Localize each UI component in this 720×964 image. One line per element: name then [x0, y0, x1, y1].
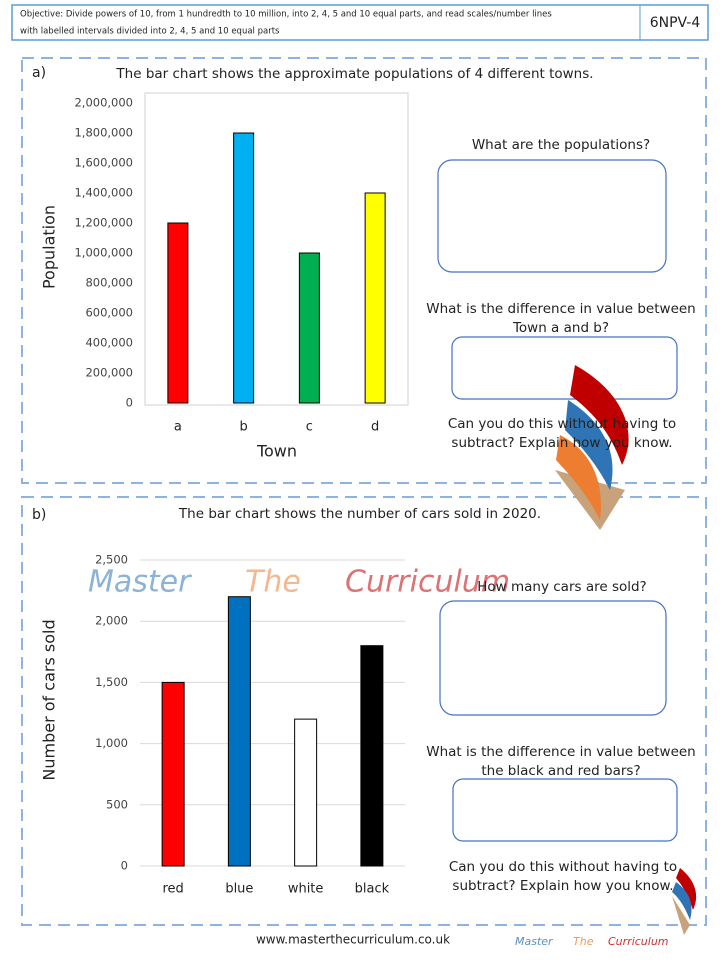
logo-stripe [565, 400, 613, 490]
footer-url: www.masterthecurriculum.co.uk [256, 933, 450, 947]
y-tick-label: 2,000,000 [74, 96, 133, 110]
bar [233, 132, 255, 404]
section-box [21, 57, 707, 484]
y-tick-label: 1,200,000 [74, 216, 133, 230]
logo-stripe [570, 365, 629, 465]
question: the black and red bars? [481, 763, 640, 779]
plot-frame [144, 92, 409, 406]
question: subtract? Explain how you know. [451, 435, 672, 451]
x-tick-label: c [306, 420, 313, 435]
question: Can you do this without having to [448, 416, 676, 432]
answer-box [439, 600, 667, 716]
x-axis-label: Town [256, 442, 297, 461]
bar [167, 222, 189, 404]
y-tick-label: 2,000 [95, 614, 128, 628]
watermark-word: The [245, 565, 301, 600]
y-axis-label: Population [40, 205, 59, 289]
question: subtract? Explain how you know. [452, 878, 673, 894]
bar [298, 252, 320, 404]
y-tick-label: 1,000,000 [74, 246, 133, 260]
section-box [21, 496, 707, 926]
bar [161, 681, 185, 867]
question: What are the populations? [472, 137, 650, 153]
question: How many cars are sold? [477, 579, 646, 595]
x-tick-label: b [239, 420, 247, 435]
answer-box [451, 336, 678, 400]
y-tick-label: 400,000 [85, 336, 133, 350]
answer-box [437, 159, 667, 273]
section-label: b) [32, 507, 46, 523]
y-tick-label: 500 [106, 797, 128, 811]
chart-title: The bar chart shows the number of cars s… [178, 506, 541, 522]
question: What is the difference in value between [426, 744, 696, 760]
watermark-word: Curriculum [345, 565, 510, 600]
x-tick-label: d [371, 420, 379, 435]
watermark: Master The Curriculum [88, 565, 510, 600]
x-tick-label: white [288, 882, 324, 897]
y-tick-label: 600,000 [85, 306, 133, 320]
y-tick-label: 200,000 [85, 366, 133, 380]
y-tick-label: 800,000 [85, 276, 133, 290]
x-tick-label: black [355, 882, 390, 897]
y-tick-label: 2,500 [95, 553, 128, 567]
x-tick-label: red [162, 882, 183, 897]
code: 6NPV-4 [650, 15, 701, 31]
question: Can you do this without having to [449, 859, 677, 875]
y-tick-label: 0 [126, 396, 133, 410]
y-axis-label: Number of cars sold [40, 619, 59, 780]
y-tick-label: 1,400,000 [74, 186, 133, 200]
logo-stripe [556, 435, 601, 520]
chart-title: The bar chart shows the approximate popu… [115, 66, 593, 82]
logo-pencil [672, 896, 690, 935]
objective-line: with labelled intervals divided into 2, … [20, 27, 280, 37]
objective-line: Objective: Divide powers of 10, from 1 h… [20, 10, 552, 20]
bar [364, 192, 386, 404]
question: Town a and b? [512, 320, 609, 336]
footer-logo-text: Master The Curriculum [515, 935, 669, 948]
question: What is the difference in value between [426, 301, 696, 317]
x-tick-label: a [174, 420, 182, 435]
logo-stripe [672, 882, 692, 920]
bar [360, 645, 384, 867]
y-tick-label: 1,800,000 [74, 126, 133, 140]
bar [227, 596, 251, 867]
logo-word: Master [515, 935, 554, 948]
header-box [11, 4, 709, 41]
x-tick-label: blue [225, 882, 253, 897]
logo-word: Curriculum [608, 935, 669, 948]
y-tick-label: 1,000 [95, 736, 128, 750]
logo-word: The [573, 935, 594, 948]
watermark-word: Master [88, 565, 192, 600]
logo [555, 365, 697, 935]
section-label: a) [32, 65, 46, 81]
answer-boxes [437, 159, 678, 842]
y-tick-label: 0 [121, 859, 128, 873]
bar [294, 718, 318, 867]
y-tick-label: 1,600,000 [74, 156, 133, 170]
y-tick-label: 1,500 [95, 675, 128, 689]
answer-box [452, 778, 678, 842]
logo-stripe [676, 868, 697, 910]
